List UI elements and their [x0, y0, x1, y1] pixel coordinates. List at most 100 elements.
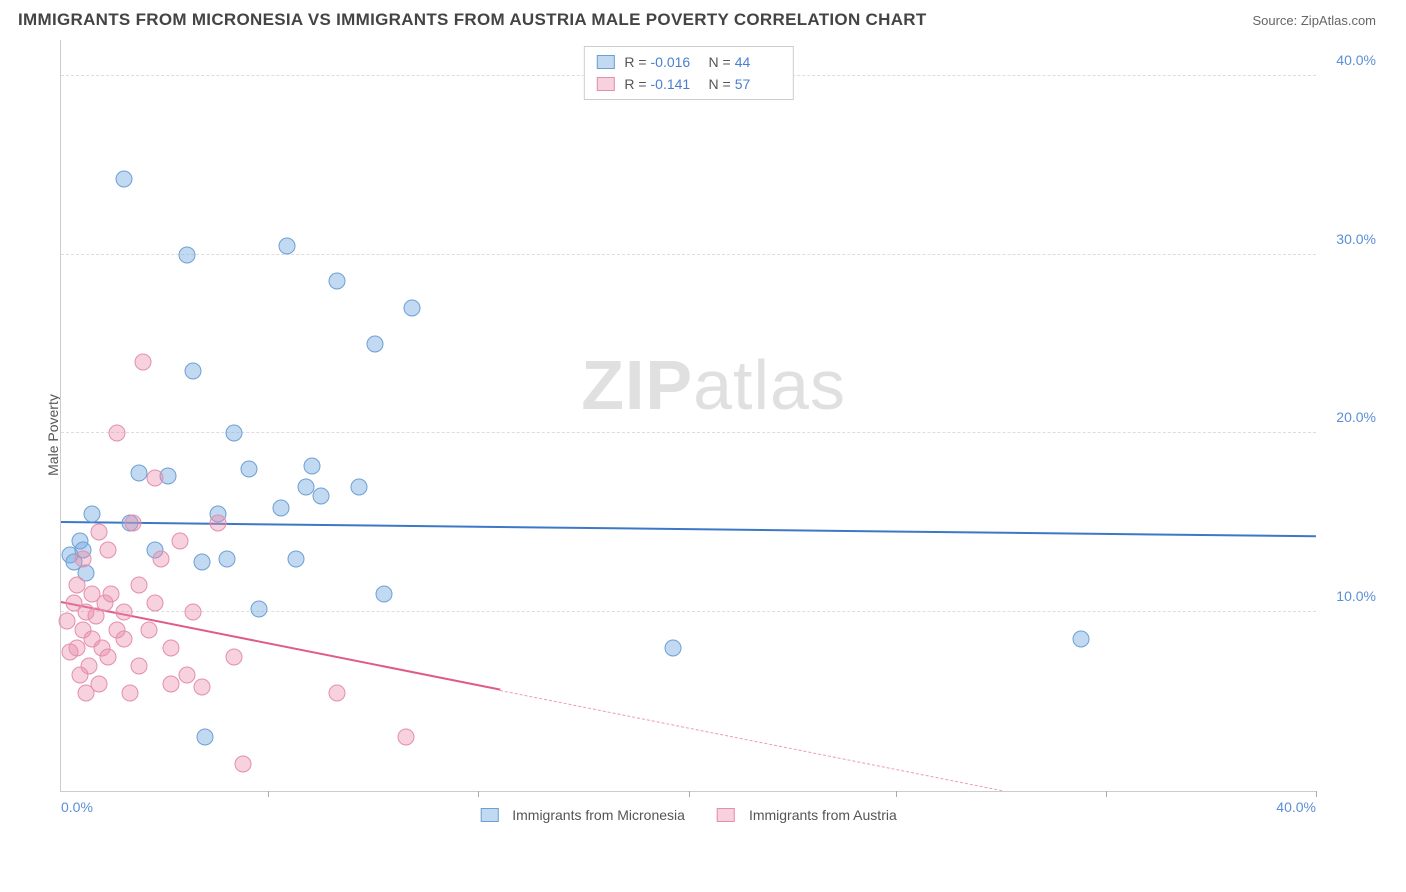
data-point-austria — [90, 523, 107, 540]
data-point-micronesia — [278, 237, 295, 254]
data-point-austria — [81, 657, 98, 674]
data-point-micronesia — [351, 479, 368, 496]
legend-label-micronesia: Immigrants from Micronesia — [512, 807, 685, 823]
y-tick-label: 30.0% — [1320, 231, 1376, 247]
data-point-micronesia — [225, 425, 242, 442]
data-point-micronesia — [250, 600, 267, 617]
data-point-austria — [153, 550, 170, 567]
gridline — [61, 432, 1316, 433]
n-label: N = — [709, 51, 731, 73]
data-point-micronesia — [197, 729, 214, 746]
data-point-austria — [100, 648, 117, 665]
data-point-austria — [329, 684, 346, 701]
trendline-micronesia — [61, 521, 1316, 537]
data-point-austria — [74, 550, 91, 567]
data-point-austria — [68, 639, 85, 656]
legend-stats: R = -0.016 N = 44 R = -0.141 N = 57 — [583, 46, 793, 100]
trendline-dashed-austria — [500, 690, 1002, 791]
legend-item-micronesia: Immigrants from Micronesia — [480, 807, 685, 823]
legend-swatch-micronesia — [480, 808, 498, 822]
data-point-micronesia — [115, 171, 132, 188]
data-point-austria — [147, 470, 164, 487]
data-point-micronesia — [194, 554, 211, 571]
legend-swatch-austria — [717, 808, 735, 822]
data-point-austria — [109, 425, 126, 442]
data-point-micronesia — [664, 639, 681, 656]
data-point-micronesia — [84, 505, 101, 522]
y-tick-label: 40.0% — [1320, 52, 1376, 68]
legend-item-austria: Immigrants from Austria — [717, 807, 897, 823]
data-point-austria — [178, 666, 195, 683]
data-point-micronesia — [241, 461, 258, 478]
data-point-austria — [68, 577, 85, 594]
data-point-austria — [100, 541, 117, 558]
data-point-austria — [103, 586, 120, 603]
data-point-austria — [115, 631, 132, 648]
data-point-micronesia — [376, 586, 393, 603]
legend-label-austria: Immigrants from Austria — [749, 807, 897, 823]
data-point-austria — [147, 595, 164, 612]
r-label: R = — [624, 51, 646, 73]
data-point-micronesia — [313, 487, 330, 504]
data-point-micronesia — [288, 550, 305, 567]
data-point-austria — [90, 675, 107, 692]
legend-stats-row: R = -0.141 N = 57 — [596, 73, 780, 95]
data-point-micronesia — [329, 273, 346, 290]
data-point-austria — [131, 657, 148, 674]
data-point-austria — [131, 577, 148, 594]
data-point-micronesia — [178, 246, 195, 263]
x-tick — [478, 791, 479, 797]
data-point-micronesia — [184, 362, 201, 379]
legend-swatch-micronesia — [596, 55, 614, 69]
x-tick — [1316, 791, 1317, 797]
x-tick-label: 0.0% — [61, 799, 93, 815]
data-point-austria — [162, 675, 179, 692]
data-point-micronesia — [297, 479, 314, 496]
data-point-austria — [140, 622, 157, 639]
x-tick — [268, 791, 269, 797]
legend-series: Immigrants from Micronesia Immigrants fr… — [480, 807, 897, 823]
x-tick — [896, 791, 897, 797]
data-point-austria — [194, 679, 211, 696]
data-point-austria — [122, 684, 139, 701]
data-point-austria — [59, 613, 76, 630]
n-label: N = — [709, 73, 731, 95]
data-point-austria — [234, 756, 251, 773]
data-point-austria — [398, 729, 415, 746]
data-point-micronesia — [131, 464, 148, 481]
data-point-micronesia — [366, 335, 383, 352]
data-point-micronesia — [272, 500, 289, 517]
r-value-austria: -0.141 — [651, 73, 697, 95]
data-point-austria — [134, 353, 151, 370]
gridline — [61, 254, 1316, 255]
data-point-micronesia — [1072, 631, 1089, 648]
data-point-austria — [225, 648, 242, 665]
r-label: R = — [624, 73, 646, 95]
n-value-micronesia: 44 — [735, 51, 781, 73]
watermark: ZIPatlas — [581, 345, 846, 425]
y-axis-label: Male Poverty — [45, 394, 61, 476]
data-point-austria — [172, 532, 189, 549]
y-tick-label: 20.0% — [1320, 409, 1376, 425]
data-point-austria — [184, 604, 201, 621]
x-tick — [689, 791, 690, 797]
plot-area: ZIPatlas R = -0.016 N = 44 R = -0.141 N … — [60, 40, 1316, 792]
data-point-austria — [125, 514, 142, 531]
y-tick-label: 10.0% — [1320, 588, 1376, 604]
gridline — [61, 611, 1316, 612]
x-tick — [1106, 791, 1107, 797]
data-point-austria — [209, 514, 226, 531]
n-value-austria: 57 — [735, 73, 781, 95]
data-point-micronesia — [304, 457, 321, 474]
data-point-micronesia — [404, 300, 421, 317]
x-tick-label: 40.0% — [1276, 799, 1316, 815]
legend-stats-row: R = -0.016 N = 44 — [596, 51, 780, 73]
source-attribution: Source: ZipAtlas.com — [1252, 13, 1376, 28]
page-title: IMMIGRANTS FROM MICRONESIA VS IMMIGRANTS… — [18, 10, 927, 30]
data-point-micronesia — [219, 550, 236, 567]
correlation-chart: Male Poverty ZIPatlas R = -0.016 N = 44 … — [60, 40, 1376, 830]
data-point-austria — [162, 639, 179, 656]
r-value-micronesia: -0.016 — [651, 51, 697, 73]
legend-swatch-austria — [596, 77, 614, 91]
data-point-austria — [115, 604, 132, 621]
